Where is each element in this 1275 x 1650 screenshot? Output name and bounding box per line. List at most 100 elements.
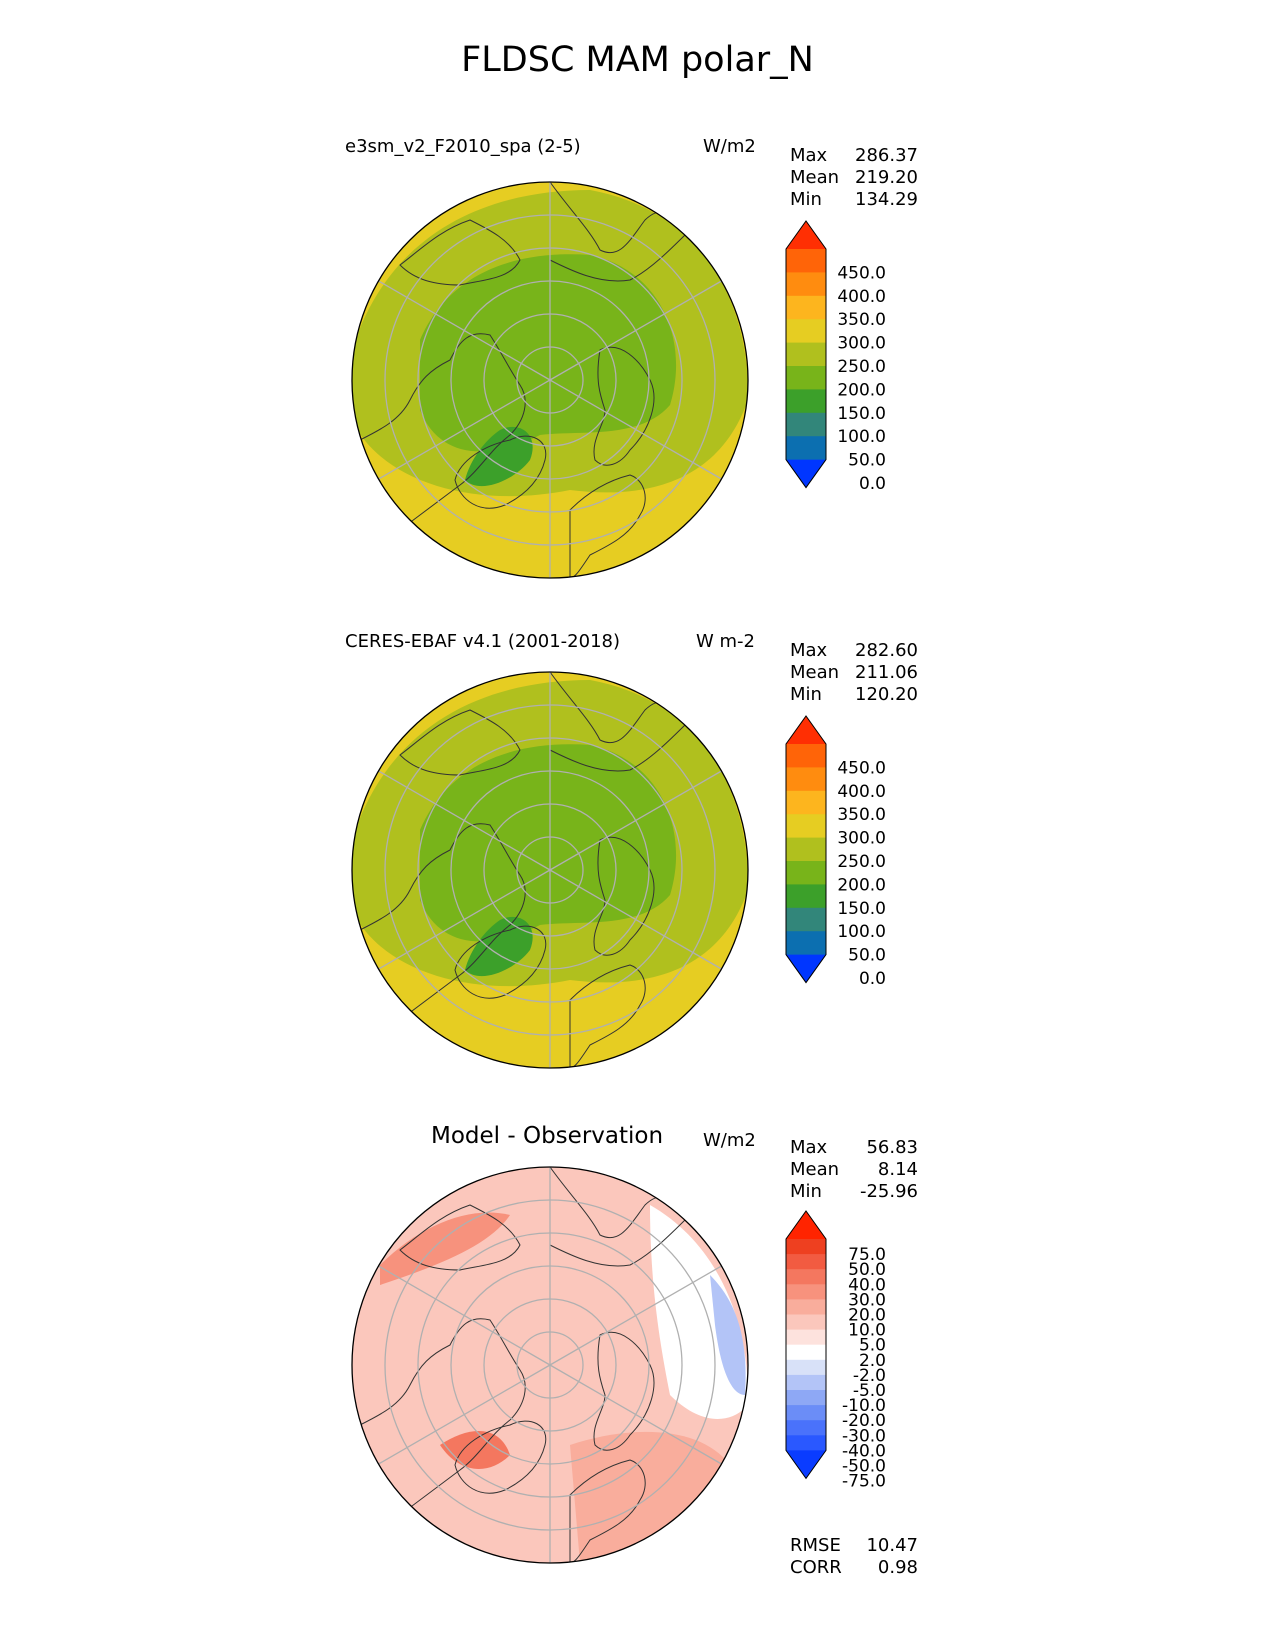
colorbar-band (786, 907, 826, 932)
panel-reference: CERES-EBAF v4.1 (2001-2018) W m-2 Max 282… (0, 620, 1275, 1090)
coastline (399, 709, 521, 776)
colorbar-tick-label: 450.0 (837, 758, 886, 778)
stat-row-max: Max 56.83 (790, 1137, 918, 1158)
longitude-line (549, 869, 722, 970)
stat-row-max: Max 286.37 (790, 145, 918, 166)
longitude-line (549, 379, 722, 480)
colorbar-tick-label: 10.0 (848, 1321, 886, 1341)
colorbar-band (786, 884, 826, 909)
colorbar-band (786, 1405, 826, 1421)
coastline (399, 219, 521, 286)
figure-title: FLDSC MAM polar_N (461, 40, 814, 80)
colorbar-tick-label: -30.0 (842, 1426, 886, 1446)
colorbar-tick-label: 350.0 (837, 310, 886, 330)
colorbar-outline (785, 715, 827, 984)
polar-map (351, 181, 749, 579)
colorbar-band (786, 1284, 826, 1300)
colorbar-tick-label: 30.0 (848, 1290, 886, 1310)
coastline (569, 474, 646, 578)
panel-units: W/m2 (703, 1130, 756, 1151)
field-contour-100 (465, 916, 533, 977)
colorbar-band (786, 931, 826, 956)
panel-units: W m-2 (696, 631, 756, 652)
colorbar-band (786, 1239, 826, 1255)
colorbar: 450.0 400.0 350.0 300.0 250.0 200.0 150.0 100.0… (785, 715, 886, 989)
colorbar-tick-label: -10.0 (842, 1396, 886, 1416)
coastline (359, 823, 526, 1021)
colorbar: 450.0 400.0 350.0 300.0 250.0 200.0 150.0 100.0… (785, 220, 886, 494)
panel-title: Model - Observation (431, 1123, 664, 1149)
coastline (593, 1331, 655, 1451)
map-boundary (351, 181, 749, 579)
longitude-line (549, 280, 722, 381)
colorbar-band (786, 319, 826, 344)
colorbar-tick-label: -5.0 (853, 1381, 886, 1401)
colorbar-extend-max (786, 1211, 826, 1239)
colorbar-band (786, 1314, 826, 1331)
panel-title: CERES-EBAF v4.1 (2001-2018) (345, 631, 621, 652)
colorbar-tick-label: 2.0 (859, 1351, 886, 1371)
map-boundary (351, 671, 749, 1069)
stat-row-min: Min -25.96 (790, 1181, 918, 1202)
colorbar-tick-label: 100.0 (837, 922, 886, 942)
colorbar-tick-label: 150.0 (837, 404, 886, 424)
colorbar-band (786, 744, 826, 768)
colorbar-tick-label: -75.0 (842, 1472, 886, 1492)
colorbar-band (786, 342, 826, 367)
stats-box: Max 282.60 Mean 211.06 Min 120.20 (790, 640, 918, 706)
longitude-line (378, 869, 551, 970)
colorbar-tick-label: 300.0 (837, 334, 886, 354)
colorbar-tick-label: 0.0 (859, 474, 886, 494)
colorbar-band (786, 1269, 826, 1285)
colorbar-band (786, 1390, 826, 1406)
field-positive (570, 1431, 730, 1563)
field-negative (710, 1275, 746, 1395)
colorbar-tick-label: 250.0 (837, 357, 886, 377)
colorbar-band (786, 861, 826, 885)
stat-row-max: Max 282.60 (790, 640, 918, 661)
colorbar-band (786, 1374, 826, 1391)
colorbar-tick-label: 50.0 (848, 1260, 886, 1280)
colorbar-band (786, 1254, 826, 1270)
colorbar-tick-label: 40.0 (848, 1275, 886, 1295)
stats-box: Max 286.37 Mean 219.20 Min 134.29 (790, 145, 918, 211)
colorbar-extend-min (786, 459, 826, 488)
colorbar-tick-label: -20.0 (842, 1411, 886, 1431)
coastline (399, 1204, 521, 1271)
coastline (569, 964, 646, 1068)
colorbar-band (786, 1344, 826, 1361)
panel-difference: Model - Observation W/m2 Max 56.83 Mean 8.… (0, 1115, 1275, 1585)
colorbar-band (786, 272, 826, 297)
colorbar-tick-label: 200.0 (837, 380, 886, 400)
polar-map (351, 671, 749, 1069)
colorbar-band (786, 1329, 826, 1346)
colorbar-tick-label: 75.0 (848, 1245, 886, 1265)
colorbar-extend-min (786, 1450, 826, 1479)
colorbar-band (786, 1420, 826, 1436)
colorbar-band (786, 366, 826, 390)
colorbar-extend-max (786, 716, 826, 744)
coastline (593, 836, 655, 956)
colorbar-band (786, 1435, 826, 1451)
colorbar-band (786, 767, 826, 792)
colorbar-tick-label: 300.0 (837, 829, 886, 849)
longitude-line (549, 770, 722, 871)
longitude-line (378, 280, 551, 381)
colorbar-tick-label: 250.0 (837, 852, 886, 872)
colorbar-band (786, 436, 826, 461)
colorbar-tick-label: -40.0 (842, 1441, 886, 1461)
polar-map (351, 1166, 749, 1564)
stat-row-mean: Mean 219.20 (790, 167, 918, 188)
colorbar-band (786, 814, 826, 839)
map-boundary (351, 1166, 749, 1564)
colorbar-tick-label: 350.0 (837, 805, 886, 825)
stat-row-rmse: RMSE 10.47 (790, 1535, 918, 1556)
colorbar-tick-label: 5.0 (859, 1336, 886, 1356)
longitude-line (378, 770, 551, 871)
longitude-line (378, 1265, 551, 1366)
colorbar-tick-label: 400.0 (837, 782, 886, 802)
colorbar-tick-label: 20.0 (848, 1306, 886, 1326)
longitude-line (378, 379, 551, 480)
longitude-line (549, 1265, 722, 1366)
coastline (359, 333, 526, 531)
